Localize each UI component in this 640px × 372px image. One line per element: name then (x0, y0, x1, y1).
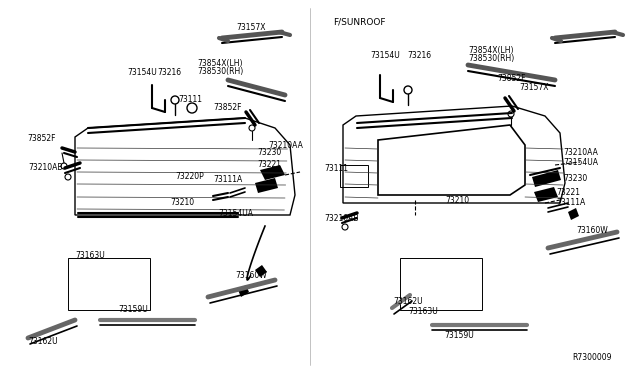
Text: 73111: 73111 (178, 94, 202, 103)
Text: 73163U: 73163U (75, 250, 105, 260)
Text: 73160W: 73160W (235, 270, 267, 279)
Text: 73220P: 73220P (175, 171, 204, 180)
Text: 73111: 73111 (324, 164, 348, 173)
Bar (340, 165, 368, 187)
Text: 73852F: 73852F (27, 134, 56, 142)
Bar (400, 258, 482, 310)
Text: 73230: 73230 (563, 173, 588, 183)
Text: 73852F: 73852F (213, 103, 241, 112)
Text: 73154UA: 73154UA (563, 157, 598, 167)
Text: 73210AB: 73210AB (324, 214, 358, 222)
Text: 73210: 73210 (170, 198, 194, 206)
Text: 73210AB: 73210AB (28, 163, 63, 171)
Text: 73216: 73216 (157, 67, 181, 77)
Text: 73159U: 73159U (444, 330, 474, 340)
Polygon shape (534, 187, 558, 202)
Text: 73154U: 73154U (127, 67, 157, 77)
Text: 73163U: 73163U (408, 308, 438, 317)
Text: 73154U: 73154U (370, 51, 400, 60)
Text: 73157X: 73157X (519, 83, 548, 92)
Polygon shape (238, 285, 249, 297)
Text: 73157X: 73157X (236, 22, 266, 32)
Polygon shape (568, 208, 579, 220)
Text: 73210AA: 73210AA (268, 141, 303, 150)
Bar (68, 258, 150, 310)
Text: 73221: 73221 (257, 160, 281, 169)
Text: 73854X(LH): 73854X(LH) (197, 58, 243, 67)
Text: 73210AA: 73210AA (563, 148, 598, 157)
Text: R7300009: R7300009 (572, 353, 611, 362)
Polygon shape (255, 265, 267, 277)
Text: 738530(RH): 738530(RH) (197, 67, 243, 76)
Text: 73216: 73216 (407, 51, 431, 60)
Text: 73854X(LH): 73854X(LH) (468, 45, 513, 55)
Text: F/SUNROOF: F/SUNROOF (333, 17, 385, 26)
Text: 73852F: 73852F (497, 74, 525, 83)
Text: 73154UA: 73154UA (218, 208, 253, 218)
Text: 73221: 73221 (556, 187, 580, 196)
Text: 738530(RH): 738530(RH) (468, 54, 515, 62)
Polygon shape (255, 178, 278, 193)
Text: 73111A: 73111A (556, 198, 585, 206)
Polygon shape (260, 165, 285, 180)
Text: 73159U: 73159U (118, 305, 148, 314)
Text: 73160W: 73160W (576, 225, 608, 234)
Text: 73210: 73210 (445, 196, 469, 205)
Polygon shape (532, 170, 561, 187)
Text: 73162U: 73162U (393, 298, 422, 307)
Text: 73230: 73230 (257, 148, 281, 157)
Text: 73111A: 73111A (213, 174, 243, 183)
Text: 73162U: 73162U (28, 337, 58, 346)
